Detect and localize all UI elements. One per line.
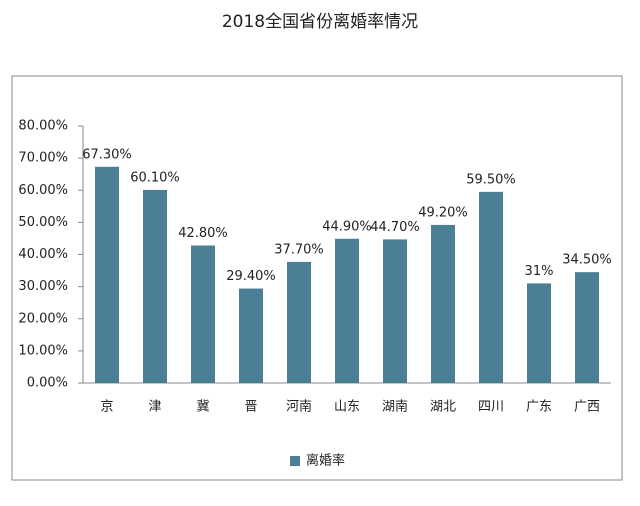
bar [527, 283, 551, 383]
data-label: 67.30% [82, 147, 132, 162]
x-tick-label: 山东 [334, 400, 360, 415]
x-tick-label: 湖北 [430, 400, 456, 415]
x-tick-label: 广西 [574, 400, 600, 415]
y-tick-label: 10.00% [18, 343, 68, 358]
x-tick-label: 河南 [286, 399, 312, 415]
bar [479, 191, 503, 383]
x-tick-label: 四川 [478, 400, 504, 415]
bar [431, 224, 455, 383]
bar [95, 166, 119, 383]
data-label: 60.10% [130, 170, 180, 185]
y-tick-label: 20.00% [18, 311, 68, 326]
y-tick-label: 50.00% [18, 215, 68, 230]
data-label: 29.40% [226, 269, 276, 284]
y-tick-label: 40.00% [18, 247, 68, 262]
x-tick-label: 冀 [196, 399, 209, 415]
y-tick-label: 60.00% [18, 183, 68, 198]
data-label: 44.90% [322, 219, 372, 234]
data-label: 59.50% [466, 172, 516, 187]
bar [239, 288, 263, 383]
bar [335, 238, 359, 383]
y-tick-label: 80.00% [18, 119, 68, 134]
bar [287, 261, 311, 383]
legend-swatch [290, 456, 300, 466]
x-tick-label: 津 [148, 400, 161, 415]
y-tick-label: 0.00% [27, 376, 68, 391]
data-label: 31% [525, 264, 554, 279]
y-tick-label: 30.00% [18, 279, 68, 294]
bar [143, 189, 167, 383]
x-tick-label: 京 [100, 400, 113, 415]
data-label: 37.70% [274, 242, 324, 257]
chart-title: 2018全国省份离婚率情况 [222, 12, 418, 32]
x-tick-label: 湖南 [382, 399, 408, 415]
bar [191, 245, 215, 383]
y-tick-label: 70.00% [18, 151, 68, 166]
x-tick-label: 广东 [526, 400, 552, 415]
data-label: 49.20% [418, 205, 468, 220]
data-label: 44.70% [370, 220, 420, 235]
bar [575, 272, 599, 383]
legend-label: 离婚率 [306, 453, 345, 469]
bar [383, 239, 407, 383]
data-label: 42.80% [178, 226, 228, 241]
data-label: 34.50% [562, 253, 612, 268]
chart-frame [11, 75, 623, 481]
x-tick-label: 晋 [244, 400, 257, 415]
